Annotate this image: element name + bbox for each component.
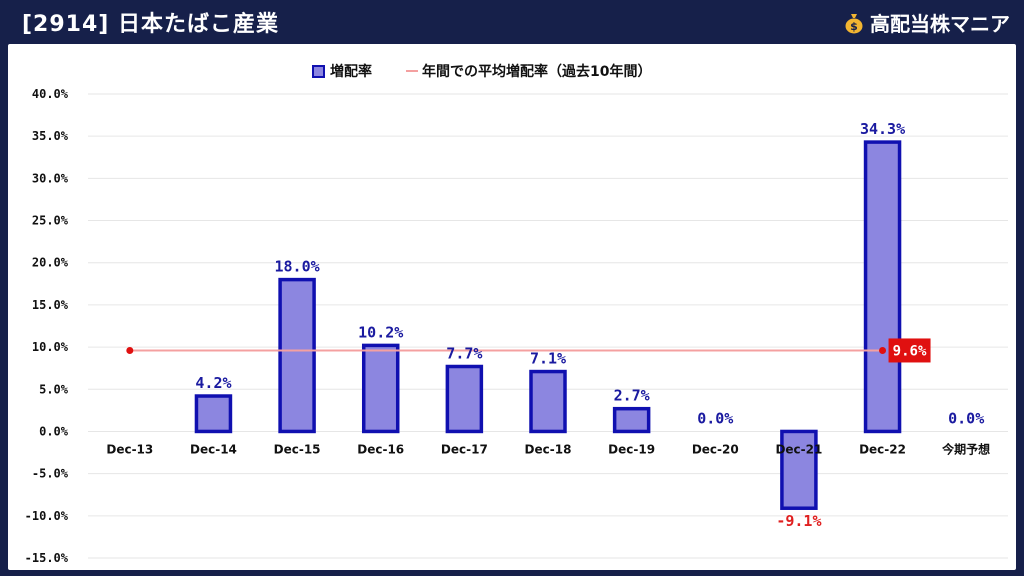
bar: [278, 277, 316, 434]
data-label: 0.0%: [948, 409, 984, 427]
bar: [863, 140, 902, 434]
data-label: -9.1%: [776, 512, 821, 530]
x-tick-label: Dec-15: [274, 442, 321, 456]
y-axis-tick-labels: 40.0% 35.0% 30.0% 25.0% 20.0% 15.0% 10.0% 5.0% 0…: [25, 87, 69, 565]
bar: [612, 406, 651, 434]
legend: 増配率 年間での平均増配率（過去10年間）: [312, 63, 651, 80]
y-tick-label: 5.0%: [39, 382, 69, 396]
data-label: 4.2%: [195, 374, 231, 392]
y-tick-label: 10.0%: [32, 340, 69, 354]
legend-swatch-bars: [312, 65, 325, 78]
brand: $ 高配当株マニア: [844, 8, 1010, 37]
data-label: 34.3%: [860, 120, 905, 138]
bars: [194, 140, 902, 510]
brand-name: 高配当株マニア: [870, 12, 1010, 36]
data-label: 10.2%: [358, 323, 403, 341]
data-label: 18.0%: [275, 258, 320, 276]
y-tick-label: 25.0%: [32, 214, 69, 228]
bar: [445, 364, 484, 434]
page-title: [2914] 日本たばこ産業: [22, 12, 279, 37]
data-labels: 4.2% 18.0% 10.2% 7.7% 7.1% 2.7% 0.0% -9.1% 34.3%…: [195, 120, 984, 530]
y-tick-label: 15.0%: [32, 298, 69, 312]
y-tick-label: -15.0%: [25, 551, 69, 565]
legend-label-bars: 増配率: [330, 63, 372, 80]
average-line-group: 9.6%: [126, 338, 931, 363]
x-tick-label: Dec-17: [441, 442, 488, 456]
x-tick-label: Dec-18: [525, 442, 572, 456]
money-bag-icon: $: [845, 13, 863, 33]
bar: [529, 369, 567, 434]
x-tick-label: Dec-19: [608, 442, 655, 456]
bar: [194, 394, 233, 434]
y-tick-label: 20.0%: [32, 256, 69, 270]
average-label: 9.6%: [893, 343, 927, 359]
data-label: 0.0%: [697, 409, 733, 427]
x-tick-label: Dec-20: [692, 442, 739, 456]
x-tick-label: Dec-14: [190, 442, 237, 456]
data-label: 7.1%: [530, 350, 566, 368]
y-tick-label: 0.0%: [39, 424, 69, 438]
y-tick-label: 35.0%: [32, 129, 69, 143]
x-tick-label: Dec-21: [775, 442, 822, 456]
bar: [361, 343, 400, 434]
svg-text:$: $: [850, 20, 858, 33]
y-tick-label: 30.0%: [32, 171, 69, 185]
x-tick-label: 今期予想: [941, 441, 990, 456]
x-tick-label: Dec-16: [357, 442, 404, 456]
average-badge: [888, 338, 931, 363]
data-label: 7.7%: [446, 344, 482, 362]
x-axis-tick-labels: Dec-13 Dec-14 Dec-15 Dec-16 Dec-17 Dec-18 Dec-…: [106, 441, 990, 456]
x-tick-label: Dec-22: [859, 442, 906, 456]
legend-label-average: 年間での平均増配率（過去10年間）: [422, 63, 651, 80]
data-label: 2.7%: [614, 387, 650, 405]
header-bar: [2914] 日本たばこ産業 $ 高配当株マニア: [0, 0, 1024, 44]
chart: 増配率 年間での平均増配率（過去10年間） 40.0% 35.0% 30.0% 25.…: [25, 63, 1008, 565]
chart-panel: 増配率 年間での平均増配率（過去10年間） 40.0% 35.0% 30.0% 25.…: [8, 44, 1016, 570]
average-marker: [879, 346, 887, 354]
y-tick-label: -5.0%: [32, 467, 69, 481]
y-tick-label: 40.0%: [32, 87, 69, 101]
average-marker: [126, 346, 134, 354]
y-tick-label: -10.0%: [25, 509, 69, 523]
x-tick-label: Dec-13: [106, 442, 153, 456]
bar: [780, 429, 818, 510]
